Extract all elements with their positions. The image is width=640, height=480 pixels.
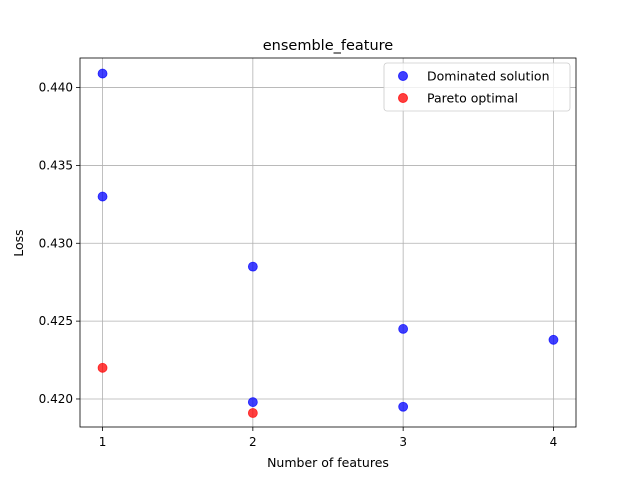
dominated-solution-point: [97, 68, 108, 79]
legend-marker: [398, 93, 408, 103]
x-axis-label: Number of features: [267, 455, 389, 470]
dominated-solution-point: [247, 261, 258, 272]
dominated-solution-point: [97, 191, 108, 202]
y-axis-label: Loss: [11, 229, 26, 256]
y-tick-label: 0.425: [39, 314, 73, 328]
dominated-solution-point: [398, 401, 409, 412]
dominated-solution-point: [247, 397, 258, 407]
y-tick-label: 0.435: [39, 158, 73, 172]
x-tick-label: 4: [550, 435, 558, 449]
axis-ticks: 1 2 3 4 0.420 0.425 0.430 0.435 0.440: [39, 81, 558, 449]
dominated-solution-point: [548, 334, 559, 345]
legend-entry-label: Pareto optimal: [427, 91, 518, 106]
grid: [80, 58, 576, 427]
legend-marker: [398, 71, 408, 81]
legend: Dominated solution Pareto optimal: [383, 62, 571, 112]
plot-area-frame: [79, 57, 577, 428]
y-tick-label: 0.440: [39, 81, 73, 95]
pareto-optimal-point: [247, 408, 258, 418]
legend-box: [383, 62, 571, 112]
x-tick-label: 3: [399, 435, 407, 449]
pareto-optimal-point: [97, 362, 108, 373]
x-tick-label: 2: [249, 435, 257, 449]
chart-title: ensemble_feature: [263, 38, 394, 54]
y-tick-label: 0.420: [39, 392, 73, 406]
dominated-solution-point: [398, 324, 409, 334]
y-tick-label: 0.430: [39, 236, 73, 250]
x-tick-label: 1: [99, 435, 107, 449]
data-points: [97, 68, 559, 418]
legend-entry-label: Dominated solution: [427, 69, 550, 84]
